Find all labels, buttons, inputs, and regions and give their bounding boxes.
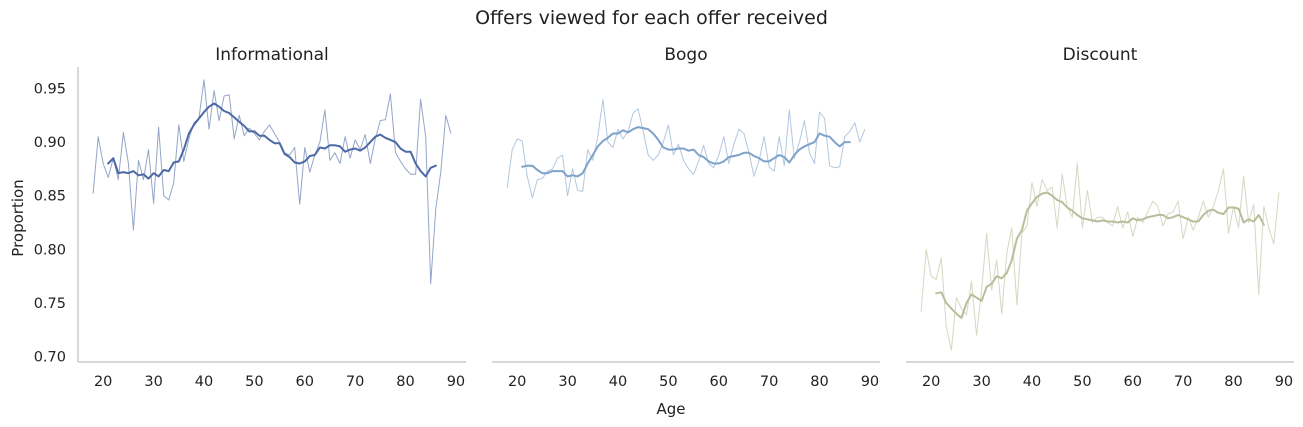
panels-group: Informational 0.95 0.90 0.85 0.80 0.75 0.70 20 3… [34, 45, 1294, 390]
y-tick-label: 0.70 [34, 350, 66, 366]
panel-title-discount: Discount [1063, 45, 1138, 65]
raw-series-line-discount [920, 163, 1280, 351]
x-tick-label: 20 [508, 374, 526, 390]
x-tick-label: 80 [396, 374, 414, 390]
x-tick-label: 20 [922, 374, 940, 390]
panel-title-bogo: Bogo [664, 45, 707, 65]
x-tick-label: 30 [558, 374, 576, 390]
x-tick-label: 60 [1124, 374, 1142, 390]
x-tick-label: 70 [760, 374, 778, 390]
x-tick-label: 90 [1275, 374, 1293, 390]
x-tick-label: 50 [245, 374, 263, 390]
x-axis-label: Age [656, 400, 685, 418]
panel-discount: Discount 20 30 40 50 60 70 80 90 [906, 45, 1294, 390]
y-tick-label: 0.75 [34, 296, 66, 312]
smoothed-series-line-bogo [521, 126, 851, 178]
x-tick-label: 30 [144, 374, 162, 390]
x-tick-label: 90 [447, 374, 465, 390]
y-tick-label: 0.90 [34, 135, 66, 151]
x-tick-label: 40 [195, 374, 213, 390]
figure-title: Offers viewed for each offer received [475, 7, 828, 29]
x-tick-label: 60 [296, 374, 314, 390]
x-tick-label: 20 [94, 374, 112, 390]
raw-series-line-bogo [506, 98, 866, 199]
smoothed-series-line-informational [107, 102, 437, 180]
x-tick-label: 50 [659, 374, 677, 390]
x-tick-label: 60 [710, 374, 728, 390]
panel-bogo: Bogo 20 30 40 50 60 70 80 90 [492, 45, 880, 390]
raw-series-line-informational [92, 79, 452, 285]
smoothed-series-line-discount [935, 191, 1265, 319]
x-tick-label: 50 [1073, 374, 1091, 390]
y-tick-label: 0.85 [34, 189, 66, 205]
x-tick-label: 80 [810, 374, 828, 390]
y-axis-label: Proportion [9, 179, 27, 256]
x-tick-label: 70 [346, 374, 364, 390]
y-tick-label: 0.95 [34, 81, 66, 97]
x-tick-label: 40 [609, 374, 627, 390]
panel-informational: Informational 0.95 0.90 0.85 0.80 0.75 0.70 20 3… [34, 45, 466, 390]
x-tick-label: 70 [1174, 374, 1192, 390]
x-tick-label: 30 [972, 374, 990, 390]
x-tick-label: 80 [1224, 374, 1242, 390]
x-tick-label: 40 [1023, 374, 1041, 390]
x-tick-label: 90 [861, 374, 879, 390]
panel-title-informational: Informational [215, 45, 329, 65]
y-tick-label: 0.80 [34, 242, 66, 258]
